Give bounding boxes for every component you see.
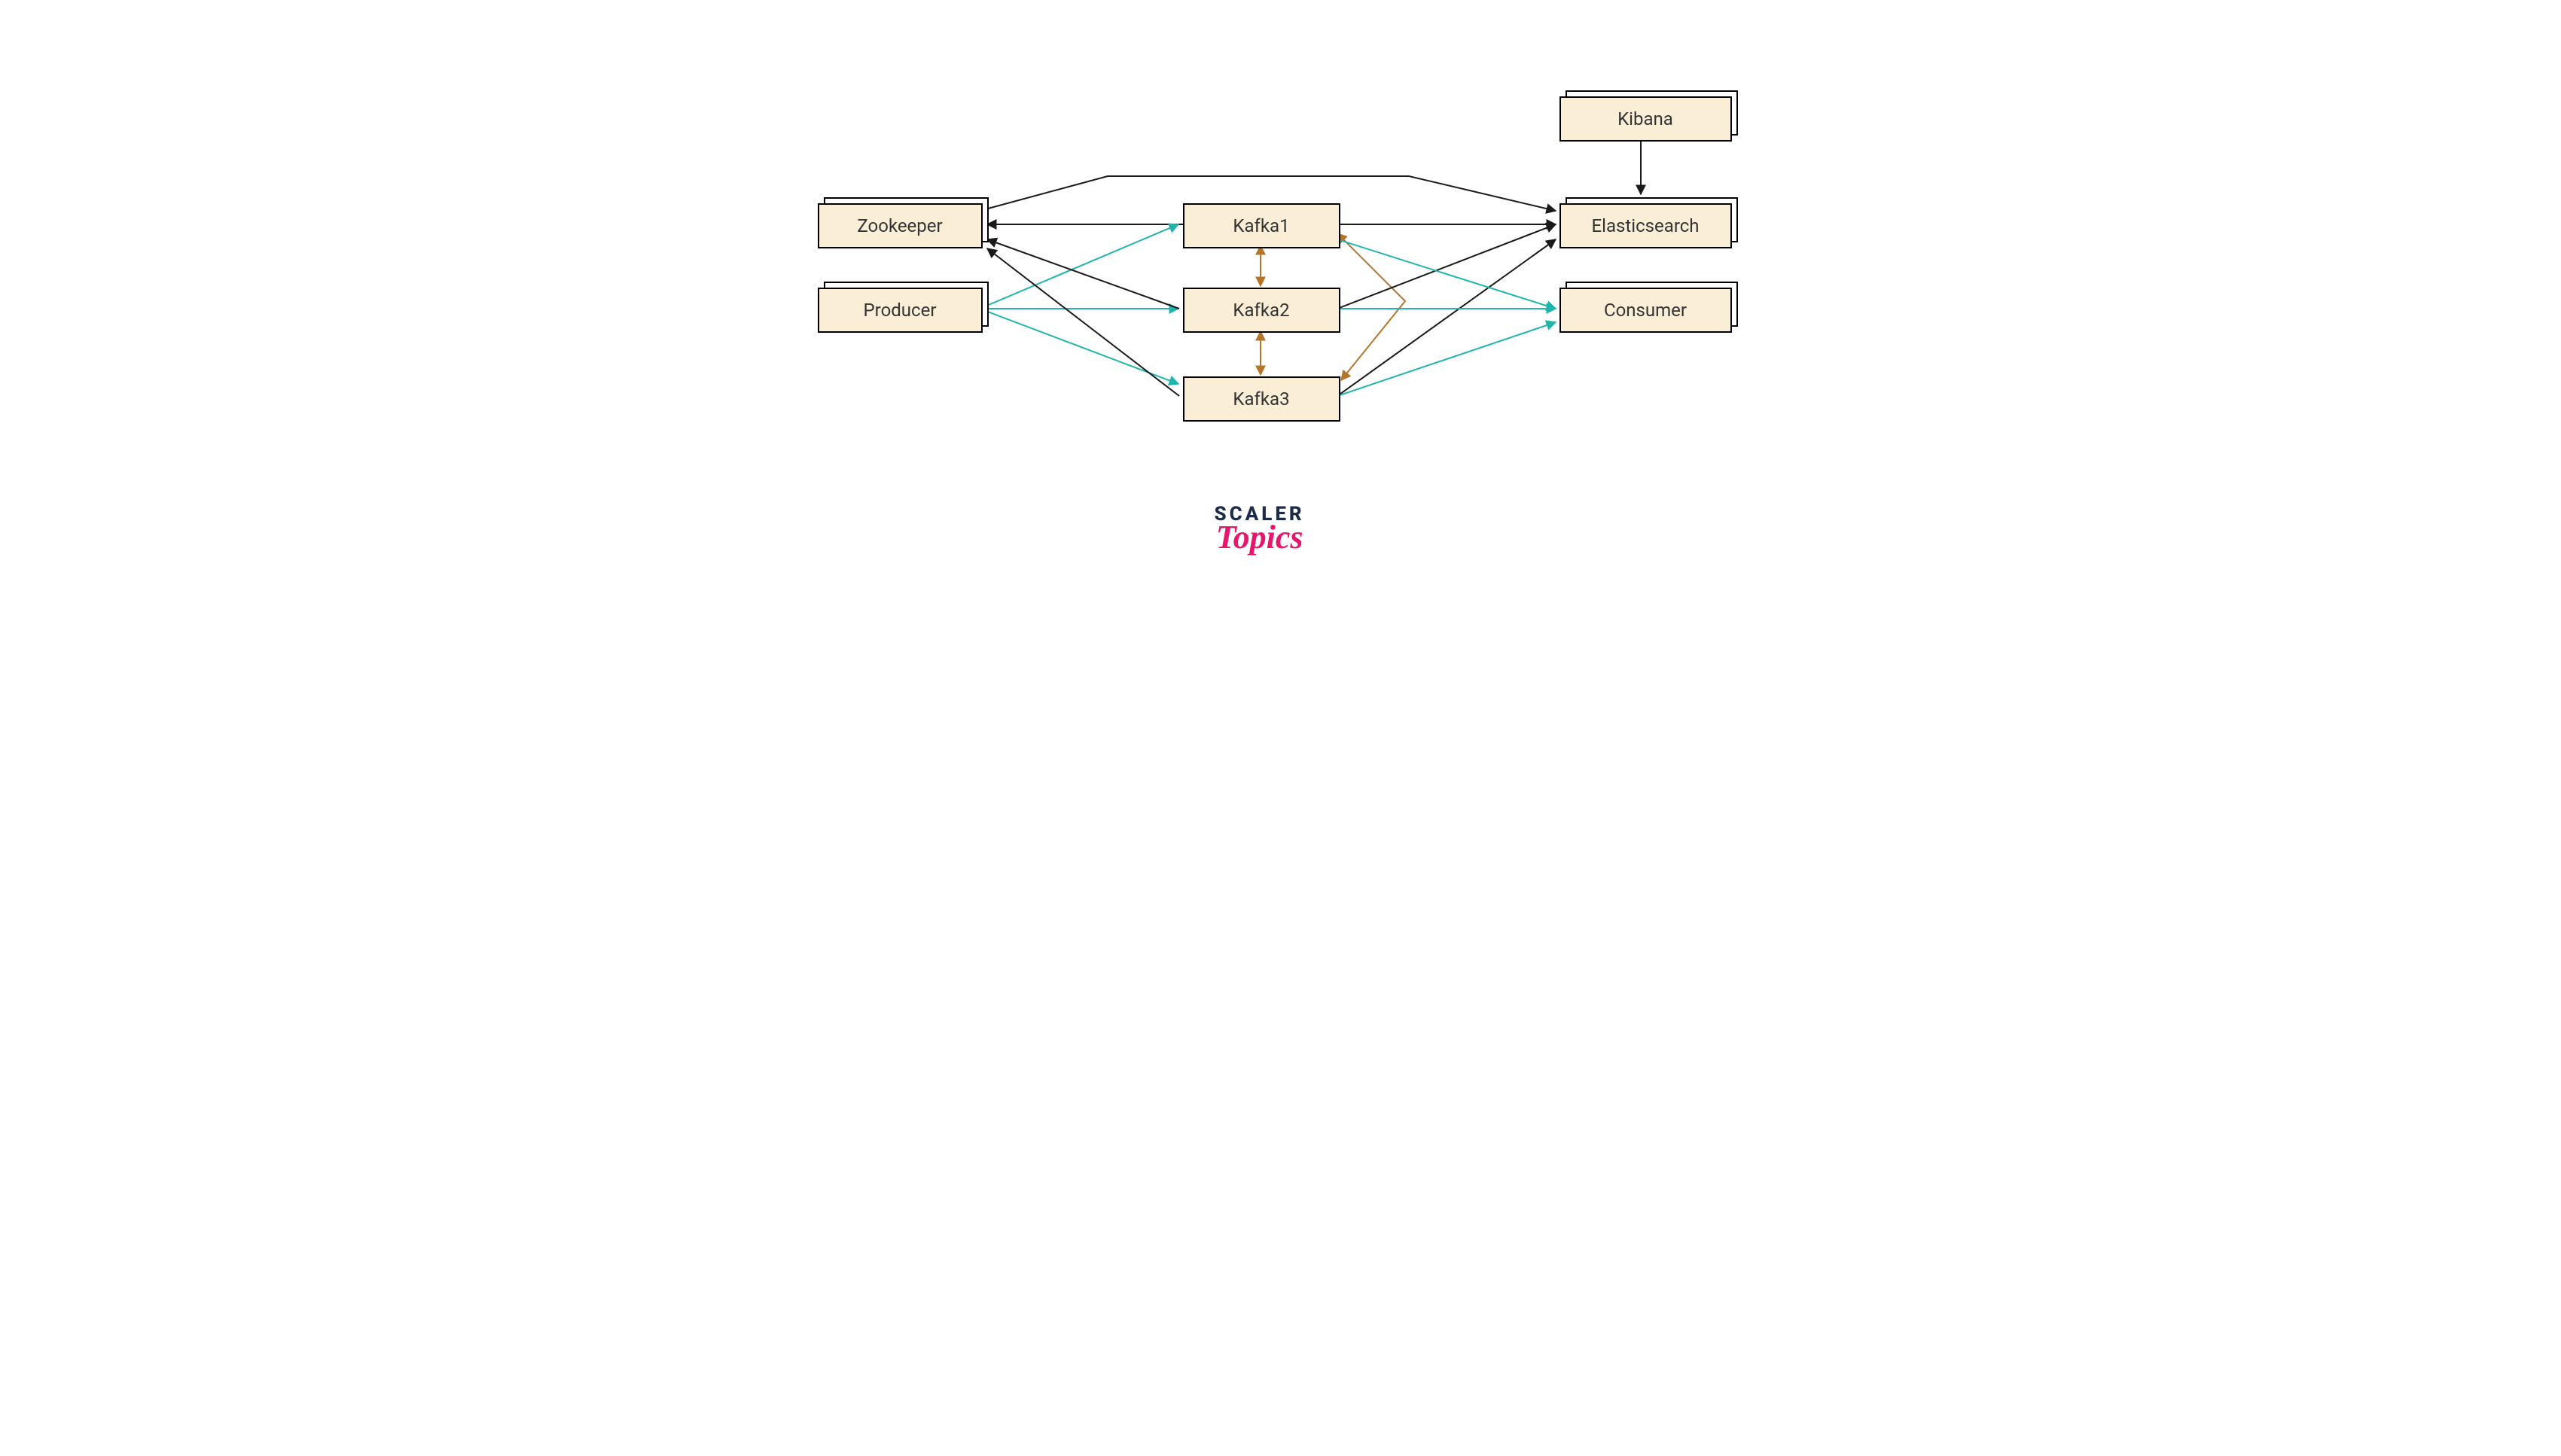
node-box: Kafka3 [1183, 376, 1340, 422]
node-box: Kafka1 [1183, 203, 1340, 248]
node-label: Kibana [1617, 108, 1673, 129]
node-kafka2: Kafka2 [1183, 288, 1337, 330]
edge [1337, 233, 1405, 380]
diagram-canvas: SCALER Topics Zookeeper Producer Kafka1 Kaf… [716, 0, 1846, 640]
node-label: Kafka1 [1233, 215, 1289, 236]
edge [987, 248, 1179, 396]
node-label: Kafka3 [1233, 388, 1289, 410]
node-label: Producer [864, 300, 937, 321]
edge [980, 224, 1178, 309]
node-elasticsearch: Elasticsearch [1559, 203, 1729, 245]
node-kafka1: Kafka1 [1183, 203, 1337, 245]
node-producer: Producer [818, 288, 980, 330]
node-kafka3: Kafka3 [1183, 376, 1337, 419]
edge [1337, 322, 1556, 396]
node-label: Kafka2 [1233, 300, 1289, 321]
node-kibana: Kibana [1559, 96, 1729, 139]
node-box: Kafka2 [1183, 288, 1340, 333]
node-box: Consumer [1559, 288, 1732, 333]
edge [987, 239, 1179, 309]
edge [1337, 239, 1556, 309]
node-box: Zookeeper [818, 203, 983, 248]
edge [980, 309, 1178, 384]
node-label: Consumer [1604, 300, 1687, 321]
node-zookeeper: Zookeeper [818, 203, 980, 245]
edge [1337, 224, 1556, 309]
brand-logo: SCALER Topics [1215, 503, 1305, 556]
node-box: Kibana [1559, 96, 1732, 142]
logo-topics-text: Topics [1215, 518, 1305, 556]
node-label: Zookeeper [857, 215, 942, 236]
node-label: Elasticsearch [1591, 215, 1699, 236]
node-box: Producer [818, 288, 983, 333]
edge [1337, 239, 1556, 396]
node-box: Elasticsearch [1559, 203, 1732, 248]
node-consumer: Consumer [1559, 288, 1729, 330]
